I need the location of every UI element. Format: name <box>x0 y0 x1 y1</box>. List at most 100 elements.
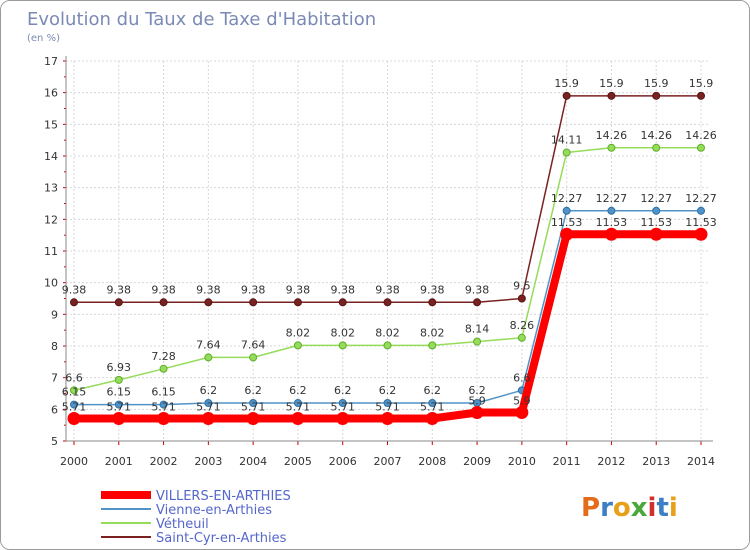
data-label: 5.71 <box>107 401 132 414</box>
y-tick-label: 7 <box>51 372 58 385</box>
data-label: 6.2 <box>468 384 486 397</box>
data-label: 11.53 <box>640 216 672 229</box>
y-tick-label: 5 <box>51 435 58 448</box>
data-label: 11.53 <box>596 216 628 229</box>
data-point <box>517 294 526 303</box>
data-label: 9.38 <box>420 283 445 296</box>
data-label: 8.02 <box>330 326 355 339</box>
y-tick-label: 10 <box>44 277 58 290</box>
y-tick-label: 11 <box>44 245 58 258</box>
data-label: 15.9 <box>599 77 624 90</box>
data-point <box>293 341 302 350</box>
data-label: 9.38 <box>62 283 87 296</box>
data-point <box>291 412 305 426</box>
data-label: 11.53 <box>685 216 717 229</box>
data-point <box>114 298 123 307</box>
data-label: 14.26 <box>685 129 717 142</box>
legend-label: Saint-Cyr-en-Arthies <box>156 531 287 546</box>
data-label: 6.6 <box>65 371 83 384</box>
x-tick-label: 2002 <box>150 455 178 468</box>
data-point <box>425 412 439 426</box>
data-label: 11.53 <box>551 216 583 229</box>
data-point <box>694 227 708 241</box>
data-point <box>70 386 78 395</box>
data-label: 9.38 <box>286 283 311 296</box>
data-point <box>204 353 213 362</box>
x-tick-label: 2013 <box>642 455 670 468</box>
y-tick-label: 13 <box>44 182 58 195</box>
y-tick-label: 8 <box>51 340 58 353</box>
data-point <box>428 298 437 307</box>
data-label: 5.9 <box>468 395 486 408</box>
data-label: 6.15 <box>151 386 176 399</box>
chart-subtitle: (en %) <box>27 33 60 44</box>
data-point <box>562 91 571 100</box>
data-label: 6.2 <box>200 384 218 397</box>
y-tick-label: 16 <box>44 87 58 100</box>
x-tick-label: 2011 <box>553 455 581 468</box>
data-label: 5.71 <box>330 401 355 414</box>
data-point <box>67 412 81 426</box>
data-label: 8.26 <box>510 319 535 332</box>
data-point <box>201 412 215 426</box>
data-label: 5.9 <box>513 395 531 408</box>
y-tick-label: 6 <box>51 403 58 416</box>
data-point <box>470 406 484 419</box>
data-point <box>159 400 168 409</box>
proxiti-logo: Proxiti <box>581 493 678 523</box>
data-point <box>246 412 260 426</box>
data-label: 9.38 <box>107 283 132 296</box>
data-label: 7.28 <box>151 350 176 363</box>
data-label: 14.26 <box>640 129 672 142</box>
x-tick-label: 2000 <box>60 455 88 468</box>
data-point <box>381 412 394 426</box>
x-tick-label: 2009 <box>463 455 491 468</box>
data-label: 9.5 <box>513 280 531 293</box>
data-point <box>428 399 437 407</box>
data-point <box>649 227 663 241</box>
data-point <box>293 298 302 307</box>
data-label: 5.71 <box>62 401 87 414</box>
y-tick-label: 14 <box>44 150 58 163</box>
data-label: 14.26 <box>596 129 628 142</box>
data-label: 15.9 <box>644 77 669 90</box>
data-point <box>697 206 705 215</box>
data-label: 6.2 <box>289 384 307 397</box>
data-label: 6.15 <box>62 386 87 399</box>
data-point <box>204 298 213 307</box>
data-label: 12.27 <box>596 192 628 205</box>
data-label: 9.38 <box>241 283 266 296</box>
data-point <box>157 412 171 426</box>
data-label: 15.9 <box>554 77 579 90</box>
data-point <box>249 399 258 407</box>
data-label: 6.2 <box>424 384 442 397</box>
data-point <box>70 298 78 307</box>
data-point <box>338 298 347 307</box>
data-point <box>652 143 661 152</box>
data-point <box>607 206 616 215</box>
x-tick-label: 2012 <box>597 455 625 468</box>
y-tick-label: 15 <box>44 118 58 131</box>
x-tick-label: 2001 <box>105 455 133 468</box>
data-label: 9.38 <box>151 283 176 296</box>
x-tick-label: 2004 <box>239 455 267 468</box>
data-point <box>114 400 123 409</box>
data-label: 14.11 <box>551 134 583 147</box>
data-point <box>383 341 392 350</box>
data-point <box>473 298 482 307</box>
data-label: 12.27 <box>640 192 672 205</box>
data-label: 8.02 <box>420 326 445 339</box>
data-label: 5.71 <box>375 401 400 414</box>
chart-title: Evolution du Taux de Taxe d'Habitation <box>27 9 376 30</box>
data-label: 9.38 <box>330 283 355 296</box>
data-point <box>159 298 168 307</box>
data-point <box>428 341 437 350</box>
legend-label: VILLERS-EN-ARTHIES <box>156 489 291 504</box>
data-point <box>697 91 705 100</box>
data-label: 9.38 <box>196 283 221 296</box>
data-point <box>697 143 705 152</box>
data-label: 12.27 <box>551 192 583 205</box>
data-label: 12.27 <box>685 192 717 205</box>
data-point <box>338 341 347 350</box>
